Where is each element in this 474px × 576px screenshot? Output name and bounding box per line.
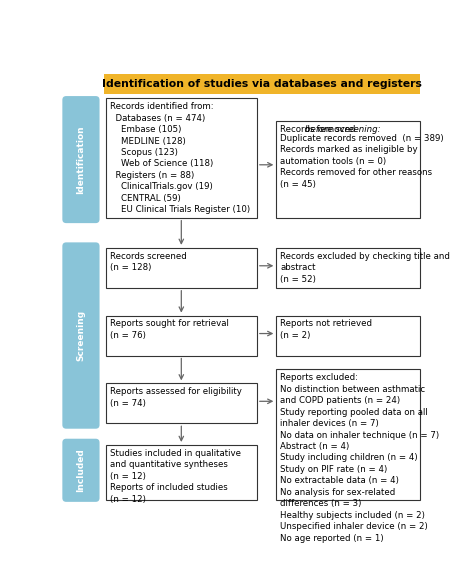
Bar	[276, 369, 419, 501]
Bar	[106, 98, 257, 218]
Text: Reports excluded:
No distinction between asthmatic
and COPD patients (n = 24)
St: Reports excluded: No distinction between…	[280, 373, 439, 543]
Bar	[104, 74, 420, 94]
Text: Studies included in qualitative
and quantitative syntheses
(n = 12)
Reports of i: Studies included in qualitative and quan…	[109, 449, 241, 503]
Text: Records screened
(n = 128): Records screened (n = 128)	[109, 252, 186, 272]
Bar	[276, 316, 419, 355]
Text: Identification of studies via databases and registers: Identification of studies via databases …	[102, 79, 422, 89]
Bar	[276, 122, 419, 218]
Text: Screening: Screening	[76, 310, 85, 361]
Bar	[106, 248, 257, 288]
Text: before screening:: before screening:	[306, 126, 381, 134]
Bar	[106, 316, 257, 355]
Text: Reports sought for retrieval
(n = 76): Reports sought for retrieval (n = 76)	[109, 319, 228, 340]
Text: Records removed: Records removed	[280, 126, 358, 134]
Text: Identification: Identification	[76, 126, 85, 194]
FancyBboxPatch shape	[63, 439, 100, 502]
Text: Reports assessed for eligibility
(n = 74): Reports assessed for eligibility (n = 74…	[109, 387, 241, 408]
Text: Included: Included	[76, 448, 85, 492]
Text: Records identified from:
  Databases (n = 474)
    Embase (105)
    MEDLINE (128: Records identified from: Databases (n = …	[109, 102, 250, 214]
Bar	[276, 248, 419, 288]
Text: Records excluded by checking title and
abstract
(n = 52): Records excluded by checking title and a…	[280, 252, 450, 283]
FancyBboxPatch shape	[63, 96, 100, 223]
Bar	[106, 383, 257, 423]
FancyBboxPatch shape	[63, 242, 100, 429]
Bar	[106, 445, 257, 501]
Text: Reports not retrieved
(n = 2): Reports not retrieved (n = 2)	[280, 319, 372, 340]
Text: Duplicate records removed  (n = 389)
Records marked as ineligible by
automation : Duplicate records removed (n = 389) Reco…	[280, 134, 444, 189]
